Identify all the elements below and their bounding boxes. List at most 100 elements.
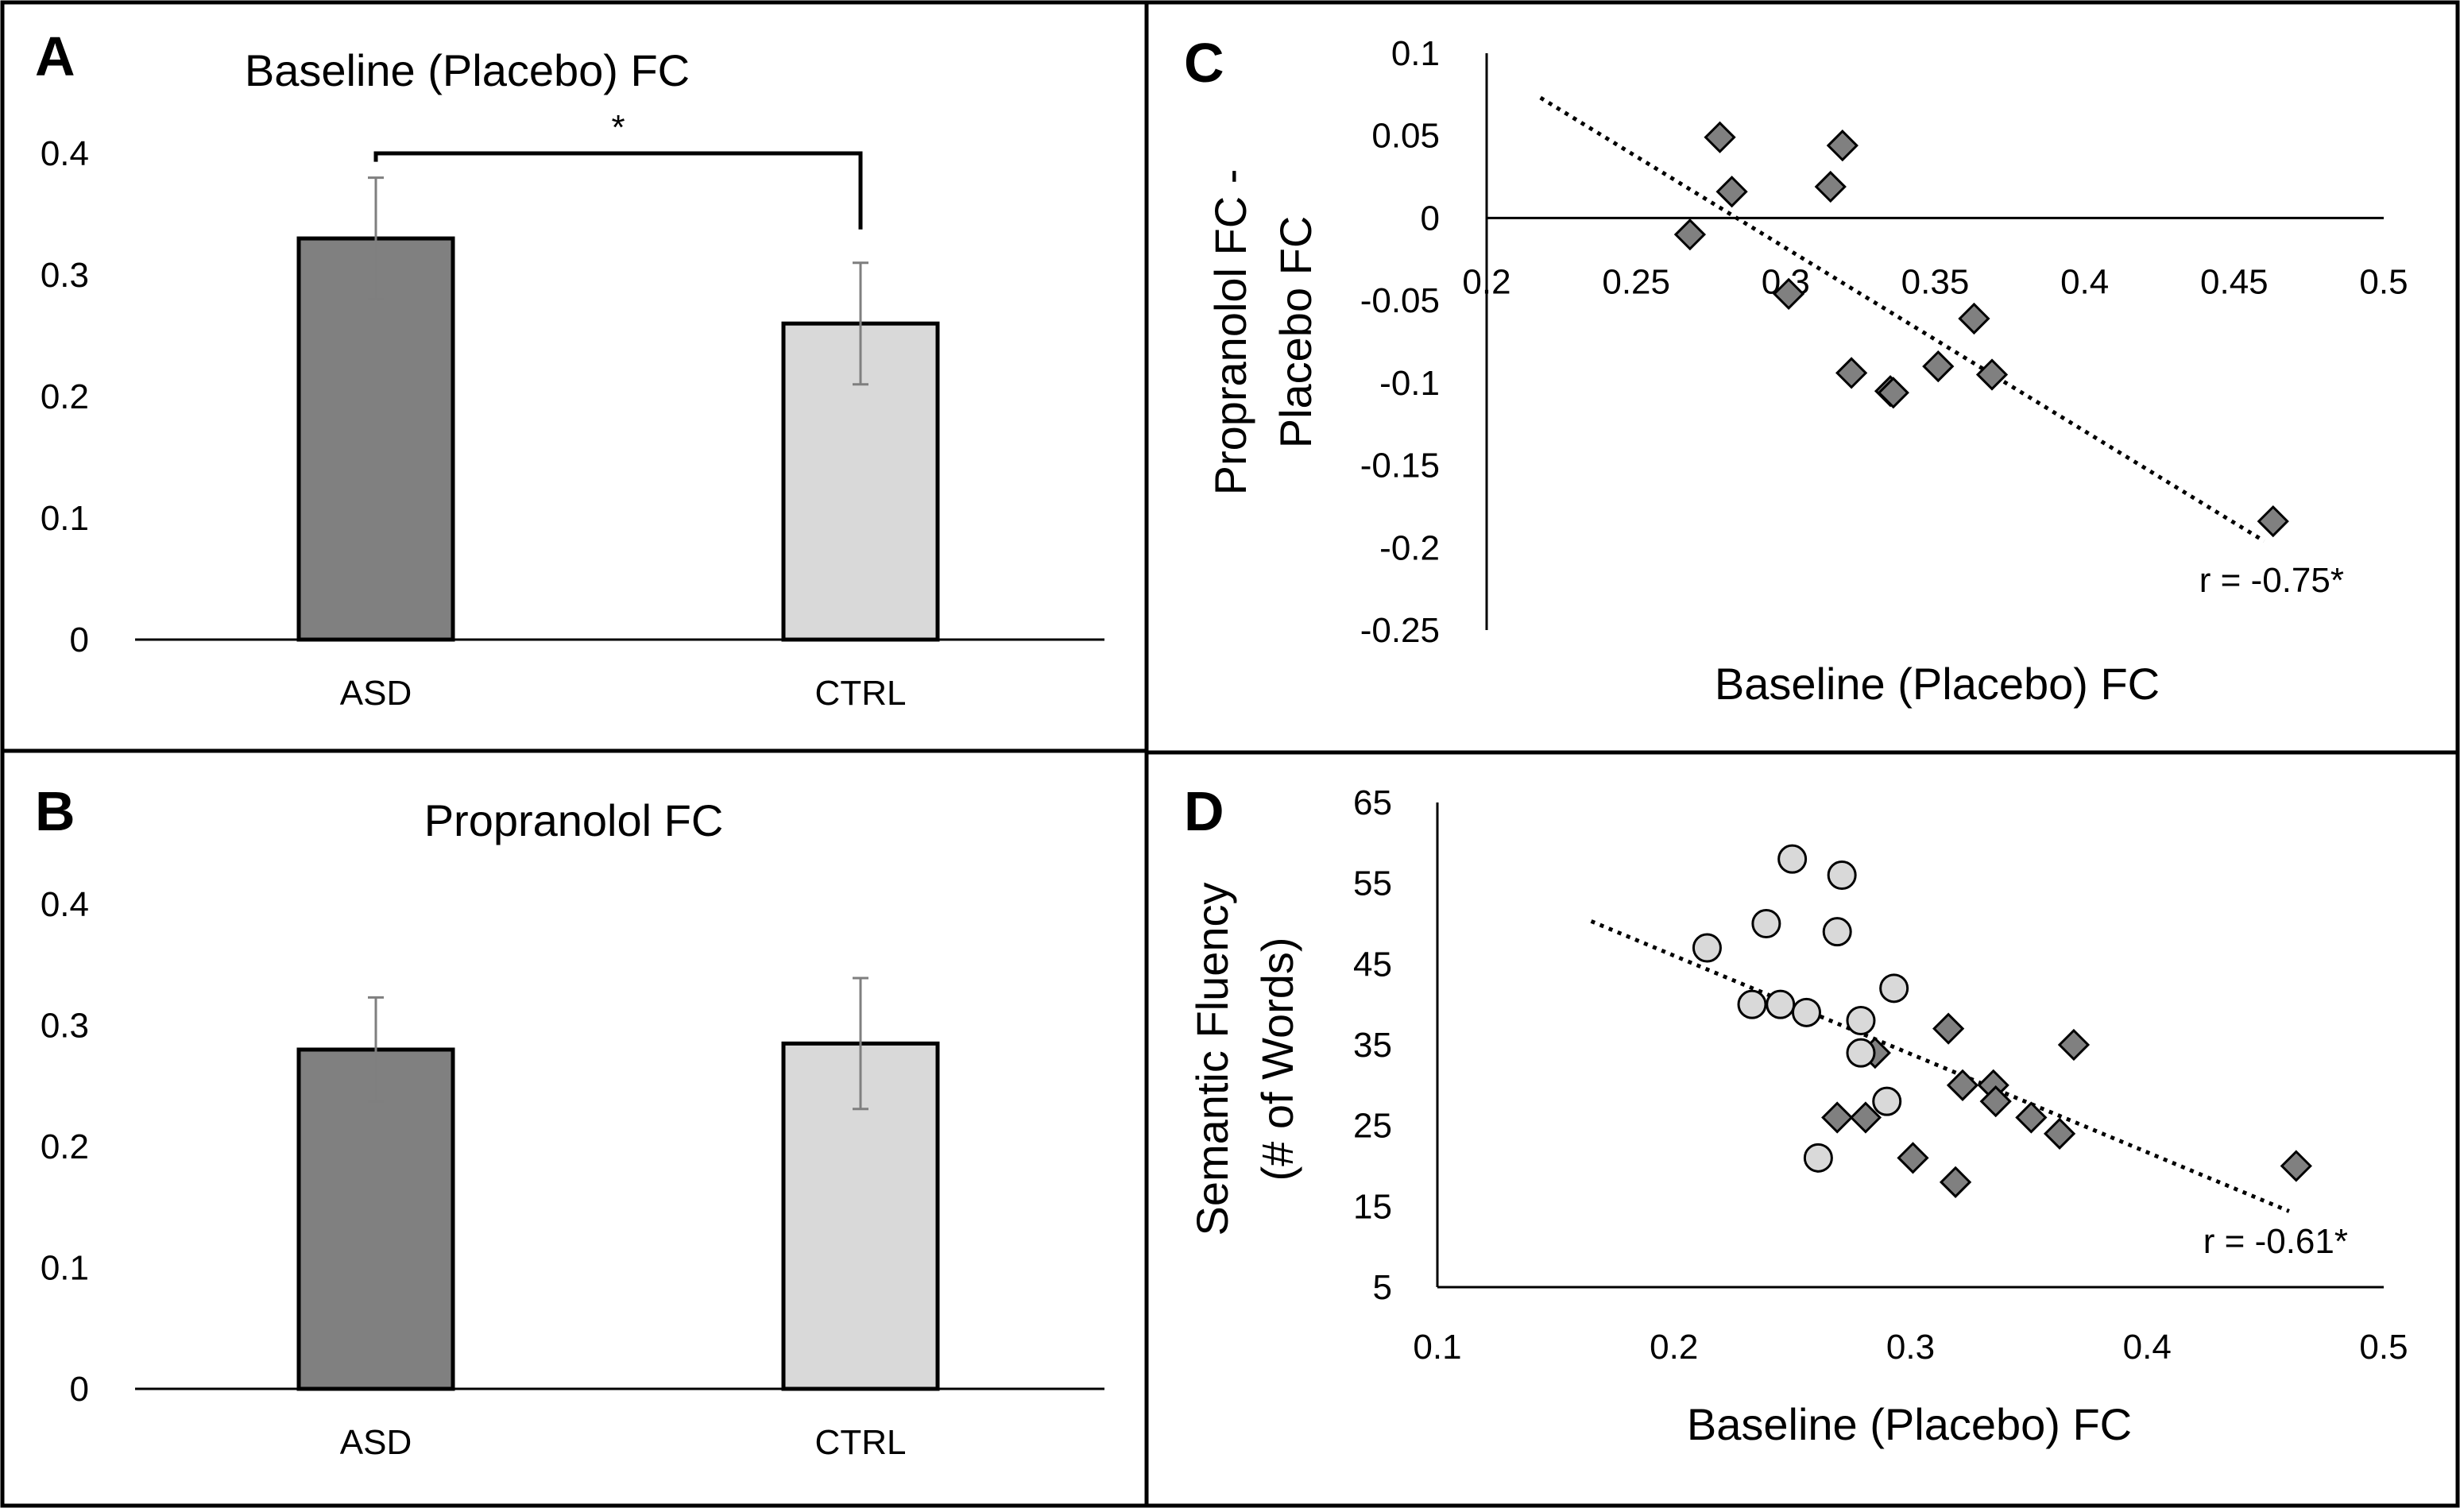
panel-c-data-point xyxy=(1975,358,2009,391)
panel-c-letter: C xyxy=(1184,32,1224,94)
panel-d-data-point-diamond xyxy=(2280,1150,2312,1182)
panel-c-y-axis-title-line-1: Propranolol FC - xyxy=(1205,169,1255,496)
panel-c-data-point xyxy=(1958,302,1990,335)
panel-d-data-point-circle xyxy=(1846,1006,1876,1035)
panel-d-data-point-diamond xyxy=(1849,1101,1882,1134)
b-x-tick-label: CTRL xyxy=(815,1423,907,1462)
panel-c-x-tick-label: 0.4 xyxy=(2060,262,2109,301)
panel-d-data-point-diamond xyxy=(2015,1101,2048,1134)
panel-a-significance: * xyxy=(373,108,863,230)
panel-d-data-point-diamond xyxy=(1979,1085,2012,1118)
panel-b-y-ticks: 0 0.1 0.2 0.3 0.4 xyxy=(41,885,89,1409)
panel-d-data-point-diamond xyxy=(1939,1166,1972,1198)
panel-c-x-ticks: 0.20.250.30.350.40.450.5 xyxy=(1462,262,2408,301)
panel-c-y-axis-title: Propranolol FC - Placebo FC xyxy=(1205,169,1321,496)
panel-c-y-tick-label: -0.1 xyxy=(1379,364,1440,403)
panel-d-x-tick-label: 0.2 xyxy=(1650,1328,1698,1367)
panel-d-data-point-circle xyxy=(1791,997,1821,1027)
a-y-tick-label: 0 xyxy=(70,621,89,659)
a-y-tick-label: 0.3 xyxy=(41,256,89,295)
b-y-tick-label: 0.4 xyxy=(41,885,89,924)
panel-d-x-tick-label: 0.1 xyxy=(1413,1328,1461,1367)
panel-c-axes xyxy=(1485,53,2384,630)
panel-d-data-point-circle xyxy=(1751,909,1781,938)
a-x-tick-label: CTRL xyxy=(815,674,907,713)
b-x-tick-label: ASD xyxy=(340,1423,412,1462)
panel-a-y-ticks: 0 0.1 0.2 0.3 0.4 xyxy=(41,134,89,659)
panel-a-bars xyxy=(296,176,940,642)
panel-d: D 65 55 45 35 25 15 5 0.1 0.2 0.3 0.4 0.5 r = -0.6… xyxy=(1184,780,2408,1449)
panel-b-x-ticks: ASD CTRL xyxy=(340,1423,907,1462)
panel-d-data-point-diamond xyxy=(1897,1142,1929,1174)
panel-c: C 0.1 0.05 0 -0.05 -0.1 -0.15 -0.2 -0.25 0.2 0.2… xyxy=(1184,32,2408,709)
b-y-tick-label: 0.2 xyxy=(41,1127,89,1166)
panel-c-y-tick-label: 0 xyxy=(1421,199,1440,238)
significance-star: * xyxy=(611,108,625,147)
panel-d-data-point-circle xyxy=(1766,989,1796,1019)
panel-c-y-axis-title-line-2: Placebo FC xyxy=(1271,216,1321,449)
panel-d-x-tick-label: 0.4 xyxy=(2123,1328,2172,1367)
panel-d-x-ticks: 0.1 0.2 0.3 0.4 0.5 xyxy=(1413,1328,2408,1367)
panel-d-y-tick-label: 55 xyxy=(1353,864,1392,903)
panel-c-x-axis-title: Baseline (Placebo) FC xyxy=(1715,659,2160,709)
panel-c-x-tick-label: 0.25 xyxy=(1602,262,1670,301)
panel-c-data-point xyxy=(1835,357,1868,389)
panel-d-letter: D xyxy=(1184,780,1224,842)
panel-d-data-point-diamond xyxy=(2057,1028,2091,1061)
significance-bracket xyxy=(373,151,863,230)
b-y-tick-label: 0.1 xyxy=(41,1249,89,1288)
a-y-tick-label: 0.2 xyxy=(41,377,89,416)
panel-c-y-ticks: 0.1 0.05 0 -0.05 -0.1 -0.15 -0.2 -0.25 xyxy=(1360,34,1440,650)
panel-a-letter: A xyxy=(35,25,75,87)
b-bar-asd xyxy=(296,1047,455,1391)
a-y-tick-label: 0.4 xyxy=(41,134,89,173)
panel-c-data-point xyxy=(1877,377,1909,409)
panel-d-y-ticks: 65 55 45 35 25 15 5 xyxy=(1353,783,1392,1307)
b-y-tick-label: 0.3 xyxy=(41,1007,89,1046)
panel-d-y-axis-title-line-1: Semantic Fluency xyxy=(1187,882,1237,1236)
panel-c-data-point xyxy=(1673,218,1707,251)
panel-d-axes xyxy=(1436,802,2384,1289)
panel-d-y-tick-label: 15 xyxy=(1353,1187,1392,1226)
panel-d-x-tick-label: 0.5 xyxy=(2359,1328,2408,1367)
panel-b-bars xyxy=(296,976,940,1391)
panel-c-data-point xyxy=(1704,121,1736,153)
panel-c-x-tick-label: 0.35 xyxy=(1901,262,1970,301)
panel-d-x-axis-title: Baseline (Placebo) FC xyxy=(1687,1399,2132,1449)
panel-d-trendline xyxy=(1590,919,2290,1213)
b-y-tick-label: 0 xyxy=(70,1370,89,1409)
panel-c-correlation: r = -0.75* xyxy=(2199,561,2344,600)
panel-c-trend-line xyxy=(1539,95,2265,543)
panel-d-data-point-circle xyxy=(1872,1086,1902,1116)
panel-a: A Baseline (Placebo) FC 0 0.1 0.2 0.3 0.4 AS… xyxy=(35,25,1104,713)
panel-c-data-point xyxy=(1814,170,1847,203)
panel-d-data-point-circle xyxy=(1737,989,1767,1019)
panel-d-data-point-diamond xyxy=(2043,1117,2076,1150)
a-bar-asd xyxy=(296,236,455,642)
panel-d-points xyxy=(1692,844,2312,1198)
panel-d-y-tick-label: 35 xyxy=(1353,1026,1392,1065)
panel-c-x-tick-label: 0.2 xyxy=(1462,262,1510,301)
panel-b: B Propranolol FC 0 0.1 0.2 0.3 0.4 ASD CTRL xyxy=(35,780,1104,1462)
panel-c-points xyxy=(1673,121,2289,538)
panel-d-data-point-circle xyxy=(1827,860,1857,890)
panel-c-y-tick-label: 0.05 xyxy=(1371,117,1440,156)
panel-d-y-tick-label: 65 xyxy=(1353,783,1392,822)
a-y-tick-label: 0.1 xyxy=(41,499,89,538)
panel-c-y-tick-label: -0.05 xyxy=(1360,281,1440,320)
panel-c-data-point xyxy=(1826,130,1859,162)
a-x-tick-label: ASD xyxy=(340,674,412,713)
panel-b-title: Propranolol FC xyxy=(424,795,724,845)
panel-d-trend-line xyxy=(1590,919,2290,1213)
panel-c-data-point xyxy=(2257,505,2289,538)
panel-d-y-axis-title: Semantic Fluency (# of Words) xyxy=(1187,882,1302,1236)
panel-d-data-point-circle xyxy=(1692,933,1722,963)
panel-c-x-tick-label: 0.45 xyxy=(2200,262,2269,301)
panel-c-y-tick-label: -0.15 xyxy=(1360,447,1440,485)
panel-d-data-point-circle xyxy=(1777,844,1808,874)
panel-d-data-point-diamond xyxy=(1932,1012,1965,1045)
panel-d-y-axis-title-line-2: (# of Words) xyxy=(1252,937,1302,1181)
